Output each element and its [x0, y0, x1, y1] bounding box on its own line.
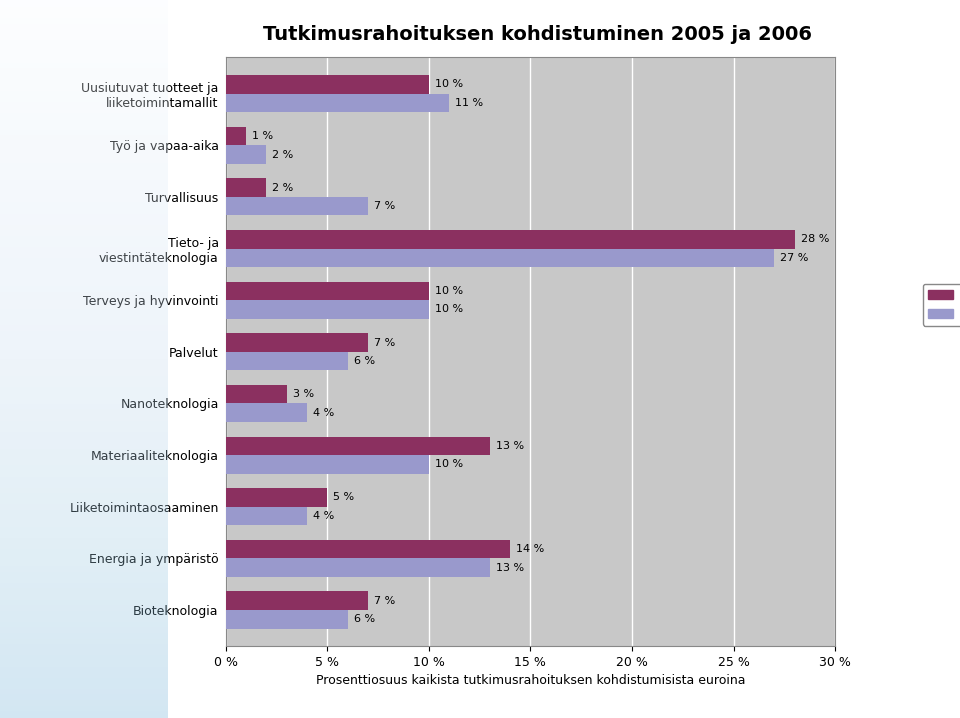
Bar — [226, 488, 327, 507]
Bar — [226, 592, 368, 610]
Bar — [226, 230, 795, 248]
Text: 28 %: 28 % — [801, 234, 829, 244]
Text: 13 %: 13 % — [496, 563, 524, 573]
Bar — [226, 540, 510, 559]
Text: 5 %: 5 % — [333, 493, 354, 503]
Bar — [226, 281, 429, 300]
Text: 4 %: 4 % — [313, 408, 334, 418]
Bar — [226, 197, 368, 215]
Text: 2 %: 2 % — [273, 149, 294, 159]
Text: 6 %: 6 % — [353, 615, 374, 625]
Text: 6 %: 6 % — [353, 356, 374, 366]
Bar — [226, 385, 286, 404]
Text: 7 %: 7 % — [374, 201, 396, 211]
Text: 10 %: 10 % — [435, 79, 463, 89]
Bar — [226, 455, 429, 474]
Text: 10 %: 10 % — [435, 286, 463, 296]
Bar — [226, 178, 266, 197]
Bar — [226, 610, 348, 629]
Text: 4 %: 4 % — [313, 511, 334, 521]
Bar — [226, 404, 307, 422]
Bar — [226, 352, 348, 370]
Bar — [226, 75, 429, 93]
Legend: 2005, 2006: 2005, 2006 — [923, 284, 960, 326]
Bar — [226, 333, 368, 352]
Bar — [226, 93, 449, 112]
Text: Tutkimusrahoituksen kohdistuminen 2005 ja 2006: Tutkimusrahoituksen kohdistuminen 2005 j… — [263, 25, 812, 44]
Text: 11 %: 11 % — [455, 98, 483, 108]
Text: 10 %: 10 % — [435, 304, 463, 314]
Bar — [226, 507, 307, 526]
Bar — [226, 559, 490, 577]
Text: 1 %: 1 % — [252, 131, 274, 141]
Text: 10 %: 10 % — [435, 460, 463, 470]
Text: 2 %: 2 % — [273, 182, 294, 192]
Text: 3 %: 3 % — [293, 389, 314, 399]
Text: 27 %: 27 % — [780, 253, 808, 263]
Bar — [226, 145, 266, 164]
Bar — [226, 437, 490, 455]
Text: 14 %: 14 % — [516, 544, 544, 554]
Bar — [226, 300, 429, 319]
Bar — [226, 248, 774, 267]
Text: 7 %: 7 % — [374, 596, 396, 606]
Bar — [226, 126, 246, 145]
X-axis label: Prosenttiosuus kaikista tutkimusrahoituksen kohdistumisista euroina: Prosenttiosuus kaikista tutkimusrahoituk… — [316, 674, 745, 687]
Text: 13 %: 13 % — [496, 441, 524, 451]
Text: 7 %: 7 % — [374, 337, 396, 348]
